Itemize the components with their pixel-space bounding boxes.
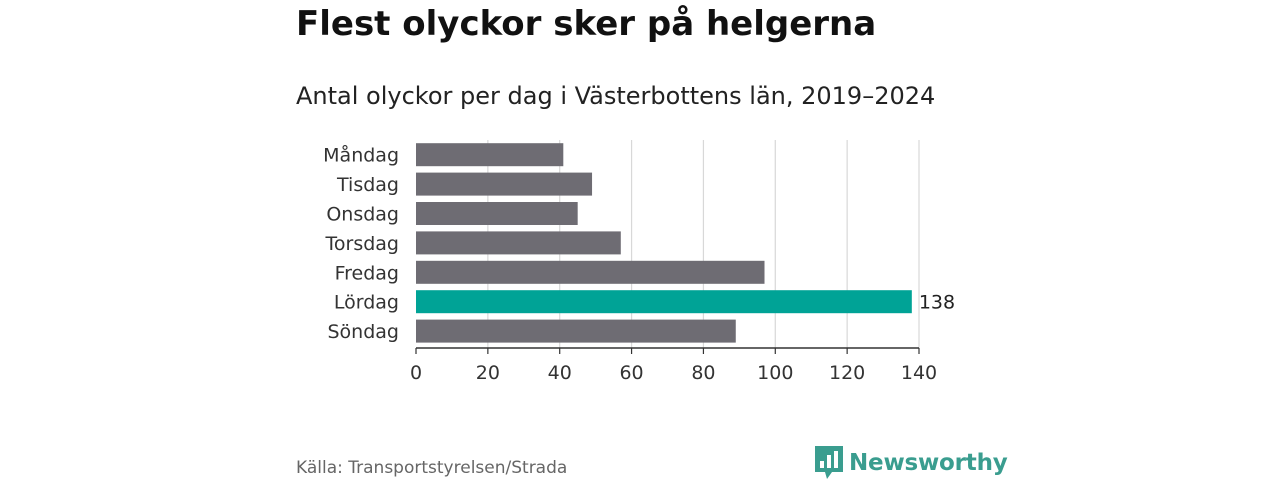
bar-torsdag bbox=[416, 231, 621, 255]
x-tick-label: 20 bbox=[476, 362, 500, 384]
category-label: Torsdag bbox=[325, 233, 399, 255]
x-tick-label: 140 bbox=[901, 362, 937, 384]
x-tick-label: 100 bbox=[757, 362, 793, 384]
x-tick-label: 120 bbox=[829, 362, 865, 384]
category-label: Tisdag bbox=[336, 174, 399, 196]
category-label: Söndag bbox=[328, 321, 400, 343]
bar-fredag bbox=[416, 260, 765, 284]
brand-logo[interactable]: Newsworthy bbox=[815, 446, 1008, 480]
bar-onsdag bbox=[416, 202, 578, 225]
category-label: Måndag bbox=[323, 144, 399, 167]
chart-title: Flest olyckor sker på helgerna bbox=[296, 4, 877, 44]
x-tick-label: 40 bbox=[548, 362, 572, 384]
x-tick-label: 0 bbox=[410, 362, 422, 384]
category-label: Fredag bbox=[335, 262, 399, 284]
bar-måndag bbox=[416, 143, 564, 167]
category-label: Onsdag bbox=[326, 204, 399, 226]
source-note: Källa: Transportstyrelsen/Strada bbox=[296, 458, 568, 478]
category-label: Lördag bbox=[334, 292, 399, 314]
brand-name: Newsworthy bbox=[849, 450, 1008, 476]
x-tick-label: 60 bbox=[619, 362, 643, 384]
chart-subtitle: Antal olyckor per dag i Västerbottens lä… bbox=[296, 82, 936, 110]
newsworthy-logo-icon bbox=[815, 446, 843, 479]
bar-söndag bbox=[416, 319, 736, 343]
data-label: 138 bbox=[919, 292, 955, 314]
bar-tisdag bbox=[416, 172, 593, 196]
x-tick-label: 80 bbox=[691, 362, 715, 384]
bar-lördag bbox=[416, 290, 912, 314]
